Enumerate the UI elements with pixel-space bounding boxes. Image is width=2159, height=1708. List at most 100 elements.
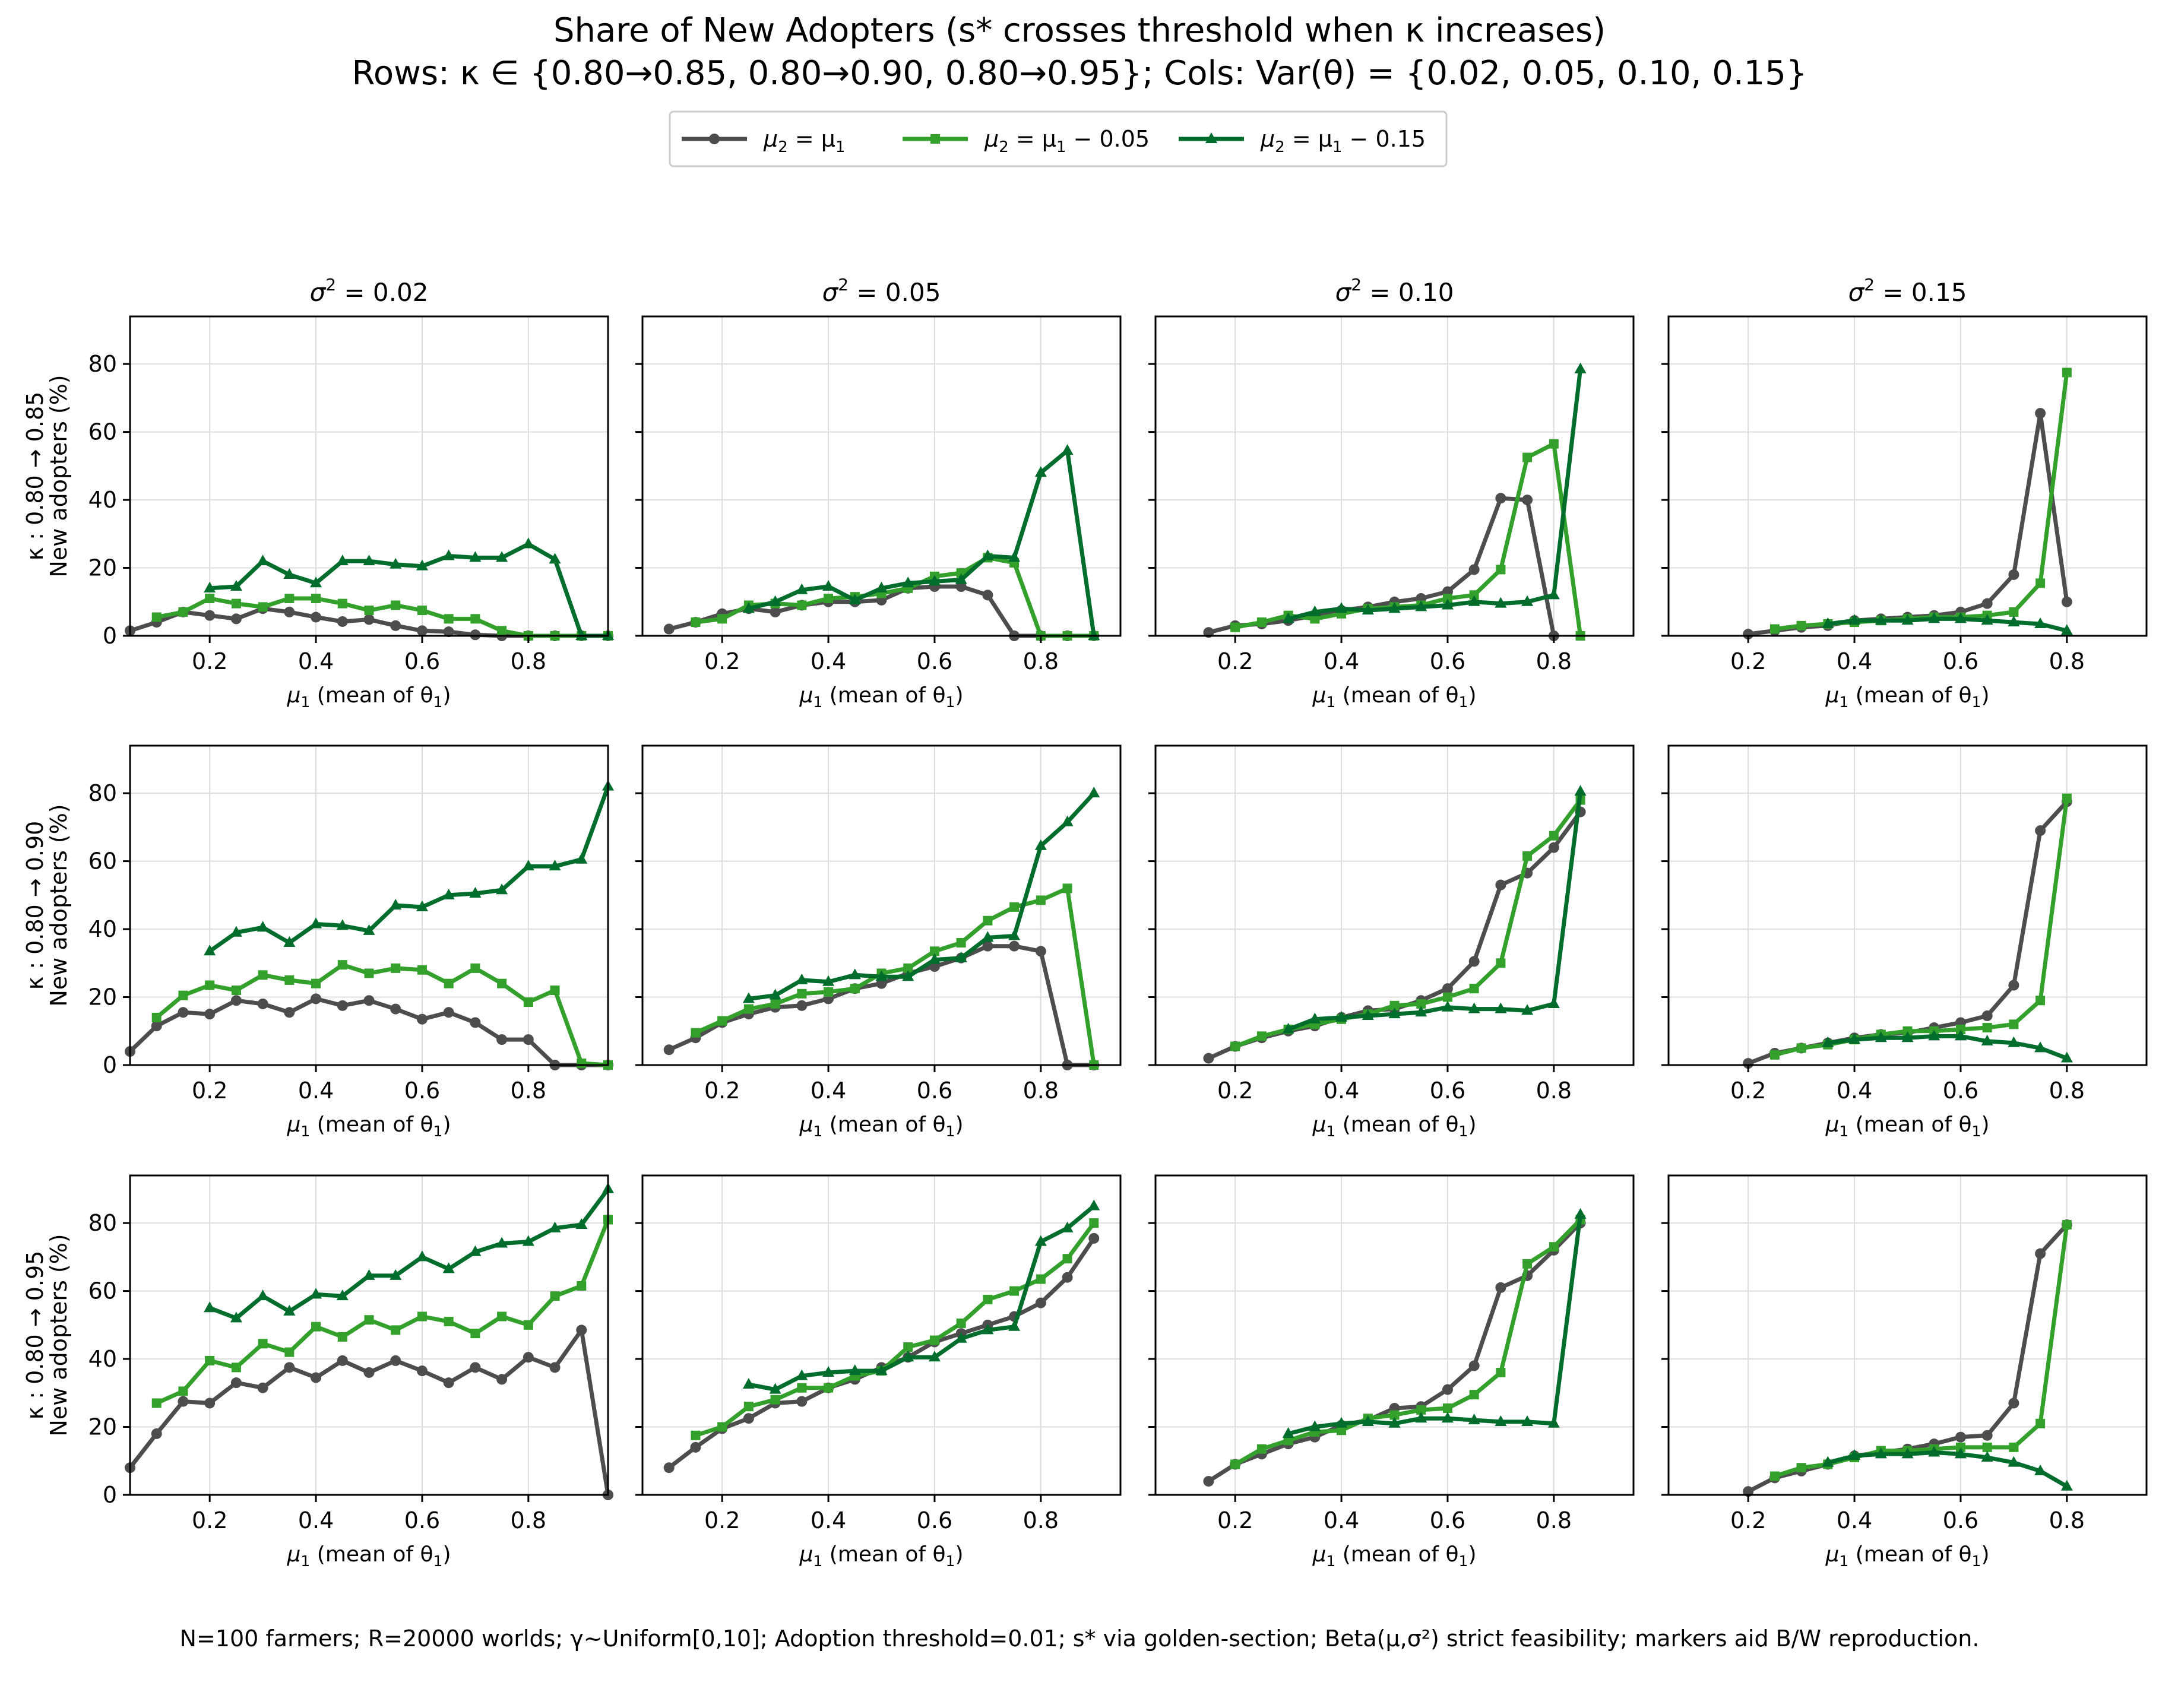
data-point [824,987,834,997]
data-point [1574,1208,1587,1219]
column-title: σ2 = 0.15 [1848,275,1967,307]
data-point [444,1317,454,1327]
data-point [1496,565,1506,575]
data-point [258,970,268,980]
legend-label: μ2 = μ1 [763,126,845,156]
data-point [549,860,561,871]
data-point [1549,831,1559,841]
data-point [417,1311,427,1322]
data-point [337,598,347,609]
x-tick-label: 0.6 [1943,1078,1978,1104]
data-point [743,1004,754,1014]
data-point [1547,1417,1560,1428]
data-point [311,1322,321,1332]
x-axis-label: μ1 (mean of θ1) [799,1542,964,1570]
data-point [1415,600,1427,611]
data-point [1796,620,1806,630]
panel-r2-c3: 0.2 0.4 0.6 0.8 μ1 (mean of θ1) [1148,744,1635,1140]
data-point [416,900,428,911]
data-point [1875,1031,1887,1042]
panel-r2-c2: 0.2 0.4 0.6 0.8 μ1 (mean of θ1) [635,744,1122,1140]
data-point [1981,614,1993,625]
data-point [1495,879,1506,891]
data-point [1335,602,1348,613]
y-tick-label: 0 [103,1052,117,1078]
data-point [902,970,914,981]
x-tick-label: 0.6 [404,1507,440,1533]
column-title: σ2 = 0.10 [1335,275,1454,307]
data-point [549,553,561,564]
panel-r3-c3: 0.2 0.4 0.6 0.8 μ1 (mean of θ1) [1148,1174,1635,1570]
data-point [416,559,428,571]
legend-frame [669,110,1448,167]
data-point [442,1262,455,1273]
x-tick-label: 0.6 [917,1078,952,1104]
x-tick-label: 0.8 [1536,1078,1572,1104]
data-point [796,1369,808,1380]
series-line [1287,791,1583,1032]
axes-frame [129,744,609,1066]
series-line [694,886,1096,1066]
data-point [2009,1442,2019,1452]
data-point [311,594,321,604]
data-point [1981,1430,1993,1441]
data-point [363,1269,375,1280]
data-point [1496,1367,1506,1377]
legend-swatch-marker [709,134,720,144]
data-point [717,614,727,624]
data-point [1928,612,1940,623]
data-point [690,1441,701,1453]
data-point [391,963,401,973]
data-point [417,965,427,975]
data-point [443,1377,454,1389]
data-point [1442,1403,1452,1414]
data-point [796,583,808,594]
data-point [283,936,296,947]
data-point [824,594,834,604]
data-point [1982,1023,1992,1033]
x-tick-label: 0.8 [1536,1507,1572,1533]
data-point [2034,617,2047,628]
data-point [1822,617,1834,628]
data-point [822,580,835,591]
data-point [1982,1442,1992,1452]
data-point [363,995,375,1006]
row-kappa-label: κ : 0.80 → 0.85 [22,392,48,561]
data-point [850,984,860,994]
series-line [1287,1214,1583,1436]
data-point [230,1311,242,1323]
data-point [497,978,507,988]
data-point [1875,1447,1887,1459]
data-point [903,963,913,973]
data-point [1468,595,1480,606]
x-tick-label: 0.4 [1324,1507,1359,1533]
data-point [1822,1456,1834,1467]
x-tick-label: 0.2 [1730,1507,1766,1533]
data-point [1522,1259,1533,1269]
data-point [391,600,401,610]
x-axis-label: μ1 (mean of θ1) [1312,1113,1477,1140]
data-point [1416,999,1426,1009]
data-point [1822,1036,1834,1047]
x-tick-label: 0.2 [704,1507,740,1533]
axes-frame [129,315,609,637]
data-point [310,1288,322,1299]
data-point [1062,883,1072,893]
series-line [1287,369,1583,621]
data-point [178,1396,189,1407]
data-point [1574,362,1587,373]
data-point [1522,851,1533,861]
series-line [208,785,610,953]
data-point [1901,1447,1914,1459]
data-point [2061,596,2072,607]
data-point [1282,612,1294,623]
data-point [231,985,241,996]
data-point [824,1383,834,1393]
x-tick-label: 0.2 [1217,1078,1253,1104]
data-point [1796,1043,1806,1053]
data-point [1337,1425,1347,1436]
data-point [982,1323,994,1335]
x-tick-label: 0.8 [1023,648,1059,674]
data-point [1954,612,1967,623]
data-point [1008,929,1021,940]
